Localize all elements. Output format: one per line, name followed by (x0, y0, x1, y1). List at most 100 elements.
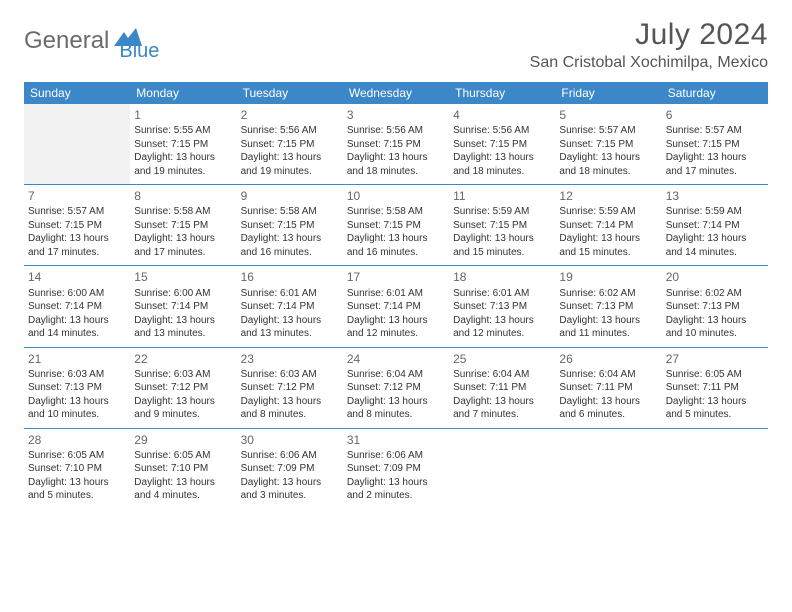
sunrise-line: Sunrise: 5:57 AM (559, 124, 657, 138)
day-number: 4 (453, 107, 551, 123)
sunset-line: Sunset: 7:10 PM (28, 462, 126, 476)
day-cell: 26Sunrise: 6:04 AMSunset: 7:11 PMDayligh… (555, 347, 661, 428)
day-number: 26 (559, 351, 657, 367)
daylight-line: Daylight: 13 hours and 18 minutes. (559, 151, 657, 178)
logo-text-general: General (24, 27, 109, 55)
sunset-line: Sunset: 7:15 PM (241, 138, 339, 152)
day-cell: 1Sunrise: 5:55 AMSunset: 7:15 PMDaylight… (130, 104, 236, 185)
sunrise-line: Sunrise: 5:55 AM (134, 124, 232, 138)
day-number: 20 (666, 269, 764, 285)
day-number: 2 (241, 107, 339, 123)
day-cell (555, 428, 661, 509)
sunset-line: Sunset: 7:15 PM (347, 138, 445, 152)
sunset-line: Sunset: 7:14 PM (347, 300, 445, 314)
sunset-line: Sunset: 7:11 PM (453, 381, 551, 395)
sunset-line: Sunset: 7:09 PM (347, 462, 445, 476)
calendar-body: 1Sunrise: 5:55 AMSunset: 7:15 PMDaylight… (24, 104, 768, 509)
day-cell: 14Sunrise: 6:00 AMSunset: 7:14 PMDayligh… (24, 266, 130, 347)
daylight-line: Daylight: 13 hours and 17 minutes. (666, 151, 764, 178)
sunrise-line: Sunrise: 5:56 AM (453, 124, 551, 138)
sunrise-line: Sunrise: 5:58 AM (134, 205, 232, 219)
location: San Cristobal Xochimilpa, Mexico (530, 54, 768, 72)
day-number: 23 (241, 351, 339, 367)
daylight-line: Daylight: 13 hours and 12 minutes. (453, 314, 551, 341)
col-friday: Friday (555, 82, 661, 104)
daylight-line: Daylight: 13 hours and 13 minutes. (134, 314, 232, 341)
daylight-line: Daylight: 13 hours and 18 minutes. (453, 151, 551, 178)
sunset-line: Sunset: 7:15 PM (134, 138, 232, 152)
day-cell: 19Sunrise: 6:02 AMSunset: 7:13 PMDayligh… (555, 266, 661, 347)
logo-text-blue: Blue (119, 40, 159, 63)
day-number: 29 (134, 432, 232, 448)
day-number: 14 (28, 269, 126, 285)
sunrise-line: Sunrise: 5:59 AM (666, 205, 764, 219)
sunset-line: Sunset: 7:11 PM (666, 381, 764, 395)
sunset-line: Sunset: 7:15 PM (453, 219, 551, 233)
day-cell: 16Sunrise: 6:01 AMSunset: 7:14 PMDayligh… (237, 266, 343, 347)
sunrise-line: Sunrise: 6:02 AM (666, 287, 764, 301)
day-cell: 28Sunrise: 6:05 AMSunset: 7:10 PMDayligh… (24, 428, 130, 509)
daylight-line: Daylight: 13 hours and 16 minutes. (241, 232, 339, 259)
day-cell: 24Sunrise: 6:04 AMSunset: 7:12 PMDayligh… (343, 347, 449, 428)
daylight-line: Daylight: 13 hours and 3 minutes. (241, 476, 339, 503)
daylight-line: Daylight: 13 hours and 15 minutes. (559, 232, 657, 259)
day-number: 22 (134, 351, 232, 367)
daylight-line: Daylight: 13 hours and 15 minutes. (453, 232, 551, 259)
day-cell: 18Sunrise: 6:01 AMSunset: 7:13 PMDayligh… (449, 266, 555, 347)
sunrise-line: Sunrise: 5:56 AM (241, 124, 339, 138)
sunrise-line: Sunrise: 6:01 AM (241, 287, 339, 301)
day-cell: 30Sunrise: 6:06 AMSunset: 7:09 PMDayligh… (237, 428, 343, 509)
day-number: 9 (241, 188, 339, 204)
daylight-line: Daylight: 13 hours and 16 minutes. (347, 232, 445, 259)
sunset-line: Sunset: 7:14 PM (28, 300, 126, 314)
day-number: 19 (559, 269, 657, 285)
day-cell: 11Sunrise: 5:59 AMSunset: 7:15 PMDayligh… (449, 185, 555, 266)
daylight-line: Daylight: 13 hours and 19 minutes. (134, 151, 232, 178)
day-cell: 4Sunrise: 5:56 AMSunset: 7:15 PMDaylight… (449, 104, 555, 185)
daylight-line: Daylight: 13 hours and 9 minutes. (134, 395, 232, 422)
day-cell: 25Sunrise: 6:04 AMSunset: 7:11 PMDayligh… (449, 347, 555, 428)
col-saturday: Saturday (662, 82, 768, 104)
day-number: 12 (559, 188, 657, 204)
sunset-line: Sunset: 7:15 PM (28, 219, 126, 233)
daylight-line: Daylight: 13 hours and 17 minutes. (134, 232, 232, 259)
weekday-header-row: Sunday Monday Tuesday Wednesday Thursday… (24, 82, 768, 104)
sunrise-line: Sunrise: 6:05 AM (666, 368, 764, 382)
day-cell: 10Sunrise: 5:58 AMSunset: 7:15 PMDayligh… (343, 185, 449, 266)
sunrise-line: Sunrise: 6:00 AM (134, 287, 232, 301)
sunset-line: Sunset: 7:14 PM (666, 219, 764, 233)
sunrise-line: Sunrise: 5:59 AM (559, 205, 657, 219)
day-cell: 5Sunrise: 5:57 AMSunset: 7:15 PMDaylight… (555, 104, 661, 185)
daylight-line: Daylight: 13 hours and 12 minutes. (347, 314, 445, 341)
day-cell (662, 428, 768, 509)
day-cell (449, 428, 555, 509)
sunrise-line: Sunrise: 5:59 AM (453, 205, 551, 219)
day-number: 10 (347, 188, 445, 204)
daylight-line: Daylight: 13 hours and 8 minutes. (347, 395, 445, 422)
day-cell: 27Sunrise: 6:05 AMSunset: 7:11 PMDayligh… (662, 347, 768, 428)
day-number: 31 (347, 432, 445, 448)
day-cell: 29Sunrise: 6:05 AMSunset: 7:10 PMDayligh… (130, 428, 236, 509)
day-number: 5 (559, 107, 657, 123)
daylight-line: Daylight: 13 hours and 14 minutes. (666, 232, 764, 259)
col-monday: Monday (130, 82, 236, 104)
sunset-line: Sunset: 7:14 PM (134, 300, 232, 314)
daylight-line: Daylight: 13 hours and 5 minutes. (666, 395, 764, 422)
daylight-line: Daylight: 13 hours and 11 minutes. (559, 314, 657, 341)
sunset-line: Sunset: 7:15 PM (347, 219, 445, 233)
day-number: 7 (28, 188, 126, 204)
sunset-line: Sunset: 7:15 PM (666, 138, 764, 152)
daylight-line: Daylight: 13 hours and 8 minutes. (241, 395, 339, 422)
sunset-line: Sunset: 7:15 PM (559, 138, 657, 152)
daylight-line: Daylight: 13 hours and 7 minutes. (453, 395, 551, 422)
sunrise-line: Sunrise: 6:00 AM (28, 287, 126, 301)
day-cell: 17Sunrise: 6:01 AMSunset: 7:14 PMDayligh… (343, 266, 449, 347)
title-block: July 2024 San Cristobal Xochimilpa, Mexi… (530, 18, 768, 72)
daylight-line: Daylight: 13 hours and 10 minutes. (666, 314, 764, 341)
sunrise-line: Sunrise: 5:56 AM (347, 124, 445, 138)
sunset-line: Sunset: 7:13 PM (453, 300, 551, 314)
day-number: 28 (28, 432, 126, 448)
day-number: 27 (666, 351, 764, 367)
daylight-line: Daylight: 13 hours and 13 minutes. (241, 314, 339, 341)
sunset-line: Sunset: 7:13 PM (28, 381, 126, 395)
